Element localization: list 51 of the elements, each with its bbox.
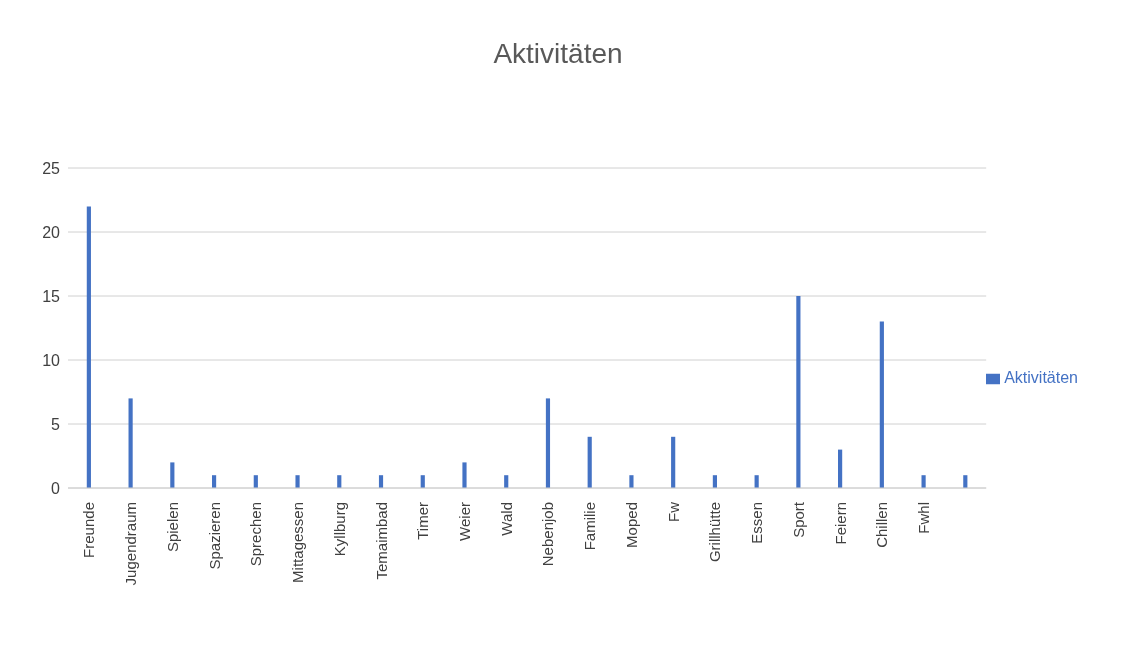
x-tick-label: Sport [789, 501, 807, 538]
x-tick-label: Mittagessen [289, 502, 307, 583]
bar [295, 475, 300, 488]
bar [838, 449, 843, 488]
x-tick-label: Freunde [80, 502, 98, 558]
x-tick-label: Sprechen [247, 502, 265, 567]
y-tick-label: 0 [51, 479, 61, 497]
bar [879, 321, 884, 488]
y-tick-label: 25 [42, 159, 61, 177]
bar [629, 475, 634, 488]
bar [170, 462, 175, 488]
x-tick-label: Weier [455, 502, 473, 541]
x-tick-label: Grillhütte [706, 502, 724, 563]
x-tick-label: Fwhl [915, 502, 933, 534]
y-tick-label: 10 [42, 351, 61, 369]
y-tick-label: 5 [51, 415, 61, 433]
bar [86, 206, 91, 488]
bar [545, 398, 551, 488]
bar [921, 475, 926, 488]
bar [378, 475, 384, 488]
bar [712, 475, 717, 488]
bar [671, 436, 676, 488]
x-tick-label: Fw [664, 501, 682, 522]
bar [462, 462, 467, 488]
x-tick-label: Timer [414, 502, 432, 540]
bar [754, 475, 759, 488]
x-tick-label: Spazieren [205, 502, 223, 570]
legend-label: Aktivitäten [1004, 369, 1078, 386]
x-tick-label: Feiern [831, 502, 849, 545]
bar [963, 475, 968, 488]
x-tick-label: Chillen [873, 502, 891, 548]
x-tick-label: Spielen [163, 502, 181, 553]
x-tick-label: Temaimbad [372, 502, 390, 580]
bar [587, 436, 592, 488]
chart-title: Aktivitäten [492, 37, 624, 71]
x-tick-label: Wald [497, 502, 515, 536]
bar [253, 475, 258, 488]
bar [504, 475, 509, 488]
bar [796, 296, 801, 488]
y-tick-label: 15 [42, 287, 61, 305]
x-tick-label: Familie [581, 502, 599, 551]
bar [337, 475, 342, 488]
bar [211, 475, 217, 488]
x-tick-label: Jugendraum [122, 502, 140, 586]
x-tick-label: Moped [622, 502, 640, 548]
x-tick-label: Kyllburg [330, 502, 348, 557]
bar [420, 475, 425, 488]
x-tick-label: Essen [748, 502, 766, 544]
bar [128, 398, 133, 488]
y-tick-label: 20 [42, 223, 61, 241]
x-tick-label: Nebenjob [539, 502, 557, 567]
